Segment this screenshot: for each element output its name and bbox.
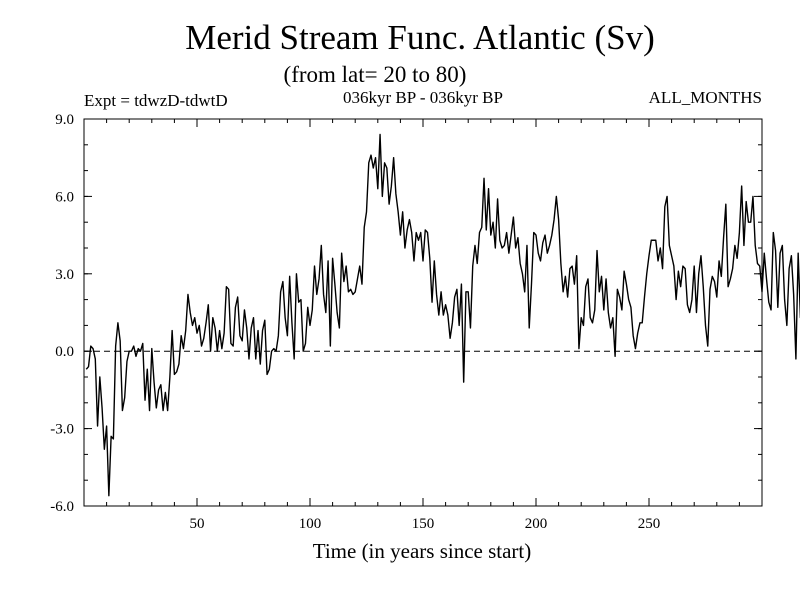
y-tick-label: 0.0 — [55, 344, 74, 360]
y-tick-label: 3.0 — [55, 267, 74, 283]
chart-subtitle: (from lat= 20 to 80) — [284, 62, 467, 87]
y-tick-label: -6.0 — [50, 499, 74, 515]
x-tick-label: 200 — [525, 516, 548, 532]
x-tick-label: 50 — [190, 516, 205, 532]
x-axis-label: Time (in years since start) — [313, 539, 532, 563]
period-label: 036kyr BP - 036kyr BP — [343, 88, 503, 107]
y-tick-label: -3.0 — [50, 422, 74, 438]
x-tick-label: 100 — [299, 516, 322, 532]
months-label: ALL_MONTHS — [649, 88, 762, 107]
plot-frame — [83, 118, 763, 507]
series-line — [85, 133, 800, 497]
y-tick-label: 6.0 — [55, 189, 74, 205]
y-tick-label: 9.0 — [55, 112, 74, 128]
experiment-label: Expt = tdwzD-tdwtD — [84, 91, 228, 110]
x-tick-label: 150 — [412, 516, 435, 532]
x-tick-label: 250 — [638, 516, 661, 532]
chart-title: Merid Stream Func. Atlantic (Sv) — [185, 18, 655, 57]
